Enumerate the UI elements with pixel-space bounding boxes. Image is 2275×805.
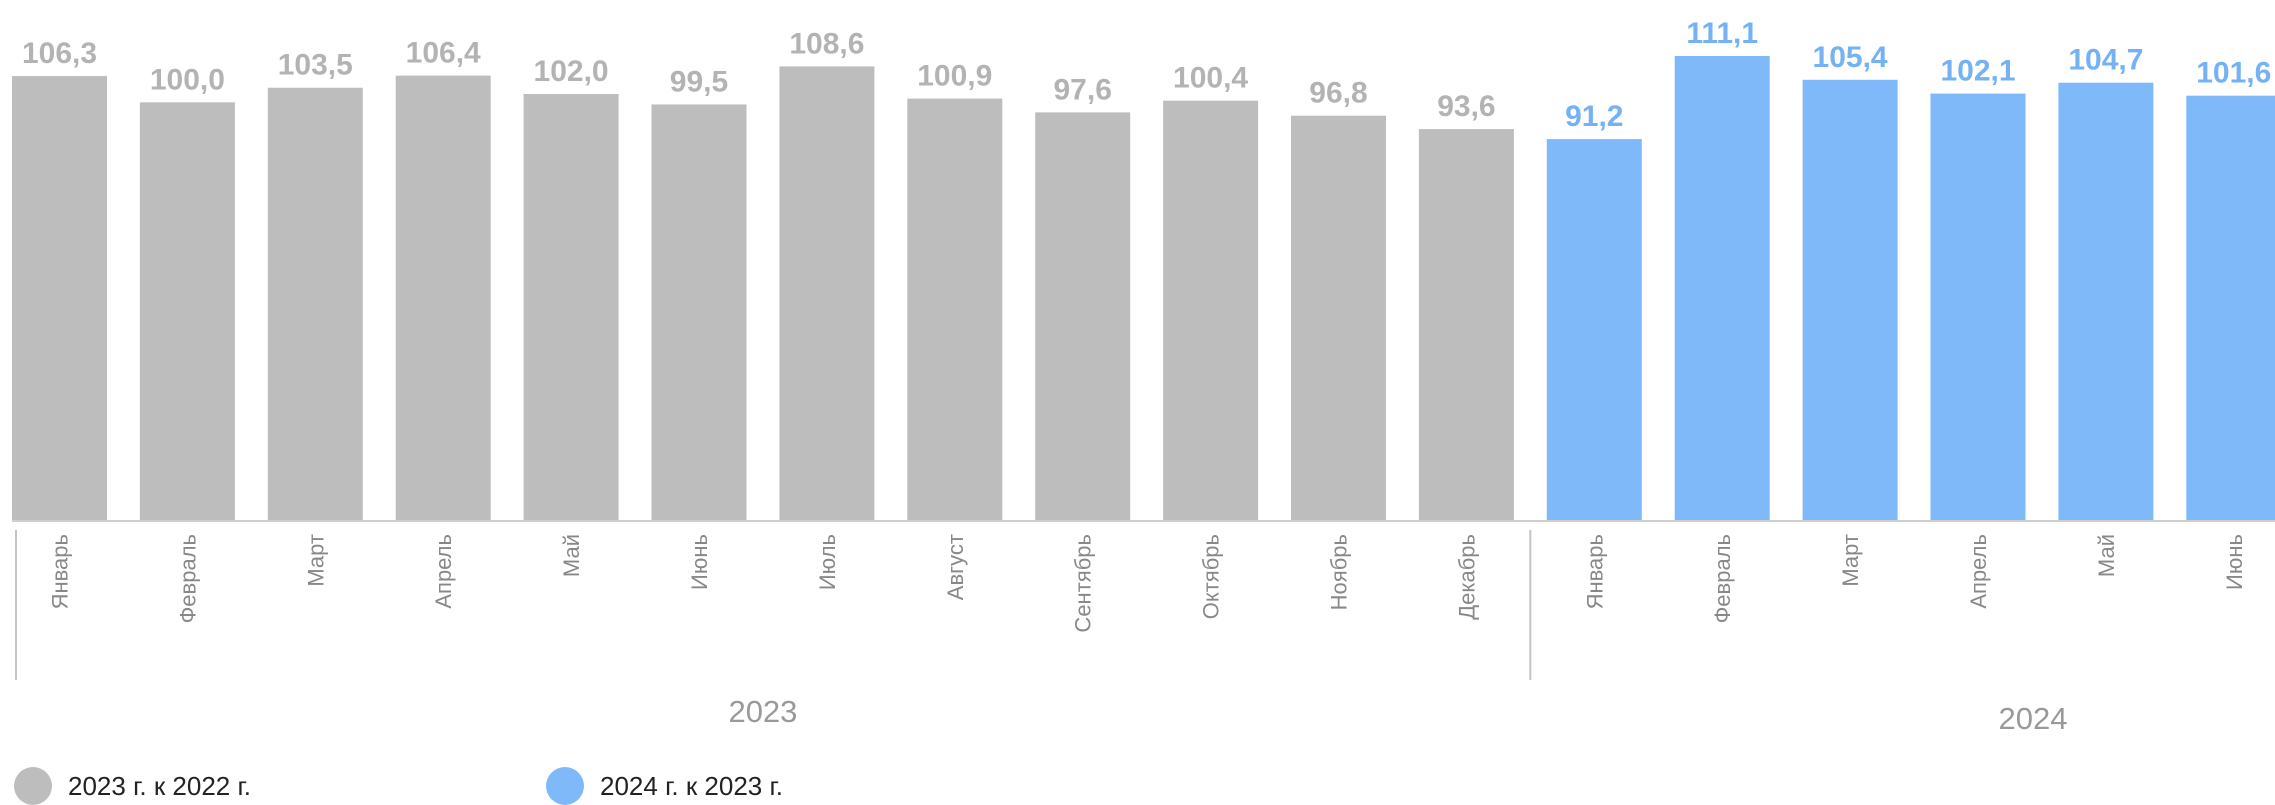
x-tick-label: Апрель (431, 534, 456, 609)
bar (1418, 129, 1514, 520)
bar (1163, 100, 1259, 520)
data-label: 104,7 (2068, 44, 2143, 77)
data-label: 96,8 (1309, 77, 1367, 110)
bar (1674, 56, 1770, 520)
data-label: 108,6 (789, 27, 864, 60)
x-tick-label: Февраль (175, 534, 200, 623)
bar (1291, 115, 1386, 520)
data-label: 100,9 (917, 60, 992, 93)
x-tick-label: Март (1838, 534, 1863, 587)
bar (651, 104, 747, 520)
year-label: 2023 (728, 694, 797, 729)
bar (779, 66, 875, 521)
legend-swatch-2023 (14, 767, 52, 805)
x-tick-label: Июнь (2222, 534, 2247, 590)
x-tick-label: Июль (815, 534, 840, 590)
data-label: 106,3 (22, 37, 97, 70)
data-label: 100,0 (150, 63, 225, 96)
legend-label-2023: 2023 г. к 2022 г. (68, 770, 252, 801)
bar (1802, 79, 1898, 521)
data-label: 101,6 (2196, 57, 2271, 90)
x-tick-label: Декабрь (1454, 534, 1479, 620)
data-label: 91,2 (1565, 100, 1623, 133)
x-tick-label: Май (2094, 534, 2119, 577)
bar (523, 94, 619, 520)
x-tick-label: Октябрь (1199, 534, 1224, 619)
x-tick-label: Март (303, 534, 328, 587)
bar (907, 98, 1003, 520)
bar (12, 76, 107, 520)
data-label: 102,0 (534, 55, 609, 88)
bar (139, 102, 235, 520)
data-label: 99,5 (670, 65, 728, 98)
x-tick-label: Январь (1582, 534, 1607, 609)
bar (395, 75, 491, 521)
legend-label-2024: 2024 г. к 2023 г. (600, 770, 784, 801)
data-label: 102,1 (1940, 55, 2015, 88)
x-tick-label: Февраль (1710, 534, 1735, 623)
data-label: 111,1 (1686, 17, 1758, 50)
year-label: 2024 (1999, 701, 2068, 736)
x-tick-label: Май (559, 534, 584, 577)
data-label: 103,5 (278, 49, 353, 82)
bar (267, 87, 363, 520)
legend-item-2024: 2024 г. к 2023 г. (546, 767, 783, 805)
data-label: 93,6 (1437, 90, 1495, 123)
legend-item-2023: 2023 г. к 2022 г. (14, 767, 251, 805)
data-label: 100,4 (1173, 62, 1248, 95)
x-tick-label: Август (943, 534, 968, 600)
legend-swatch-2024 (546, 767, 584, 805)
bar (2186, 95, 2275, 520)
bar (1035, 112, 1131, 520)
x-tick-label: Июнь (687, 534, 712, 590)
data-label: 106,4 (406, 37, 481, 70)
x-tick-label: Январь (48, 534, 73, 609)
data-label: 105,4 (1813, 41, 1888, 74)
bar (1930, 93, 2026, 520)
x-tick-label: Апрель (1966, 534, 1991, 609)
bar (1546, 139, 1642, 520)
x-tick-label: Ноябрь (1327, 534, 1352, 610)
data-label: 97,6 (1054, 73, 1112, 106)
bar (2058, 82, 2154, 521)
x-tick-label: Сентябрь (1071, 534, 1096, 633)
